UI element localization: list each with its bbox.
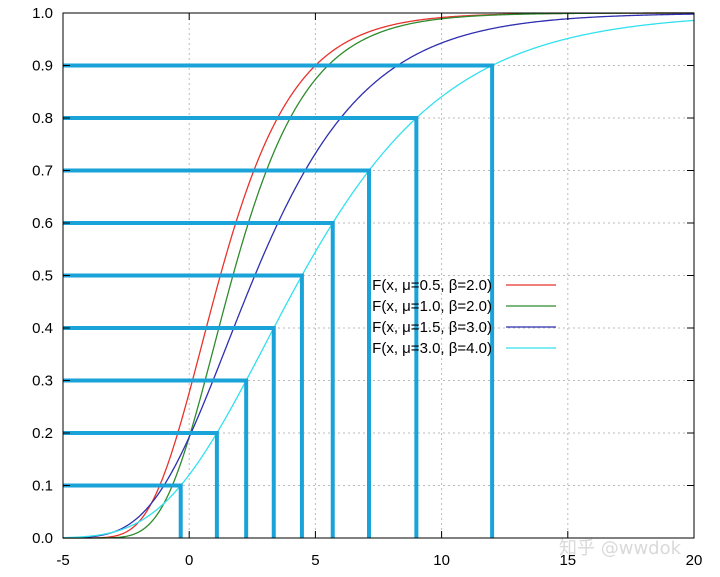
y-tick-label: 0.8 — [32, 110, 53, 127]
x-tick-label: 10 — [433, 552, 450, 569]
y-tick-label: 0.3 — [32, 373, 53, 390]
quantile-guide — [63, 63, 495, 538]
y-tick-label: 0.1 — [32, 478, 53, 495]
y-tick-label: 0.4 — [32, 320, 53, 337]
legend: F(x, μ=0.5, β=2.0) F(x, μ=1.0, β=2.0) F(x,… — [372, 277, 556, 357]
y-tick-label: 0.6 — [32, 215, 53, 232]
quantile-guide — [63, 483, 183, 538]
watermark: 知乎 @wwdok — [559, 538, 682, 559]
x-tick-label: 0 — [185, 552, 193, 569]
quantile-guide — [63, 273, 304, 538]
quantile-guide — [63, 431, 219, 538]
y-tick-label: 0.9 — [32, 58, 53, 75]
quantile-guide — [63, 116, 419, 538]
quantile-guide — [63, 378, 249, 538]
quantile-guide — [63, 168, 372, 538]
x-tick-label: 20 — [686, 552, 703, 569]
axis-ticks: 0.0 0.1 0.2 0.3 0.4 0.5 0.6 0.7 0.8 0.9 1.0 -5 0 5 10 1… — [32, 5, 702, 569]
x-tick-label: 5 — [311, 552, 319, 569]
x-tick-label: -5 — [56, 552, 69, 569]
y-tick-label: 0.0 — [32, 530, 53, 547]
series-line-4 — [62, 19, 695, 539]
y-tick-label: 0.7 — [32, 163, 53, 180]
x-tick-label: 15 — [559, 552, 576, 569]
y-tick-label: 0.5 — [32, 268, 53, 285]
y-tick-label: 0.2 — [32, 425, 53, 442]
quantile-guide — [63, 221, 335, 538]
quantile-guide — [63, 326, 276, 538]
series-line-3 — [62, 13, 695, 539]
legend-label: F(x, μ=1.5, β=3.0) — [372, 319, 492, 336]
y-tick-label: 1.0 — [32, 5, 53, 22]
legend-label: F(x, μ=0.5, β=2.0) — [372, 277, 492, 294]
legend-label: F(x, μ=3.0, β=4.0) — [372, 340, 492, 357]
legend-label: F(x, μ=1.0, β=2.0) — [372, 298, 492, 315]
quantile-guides — [63, 63, 495, 538]
